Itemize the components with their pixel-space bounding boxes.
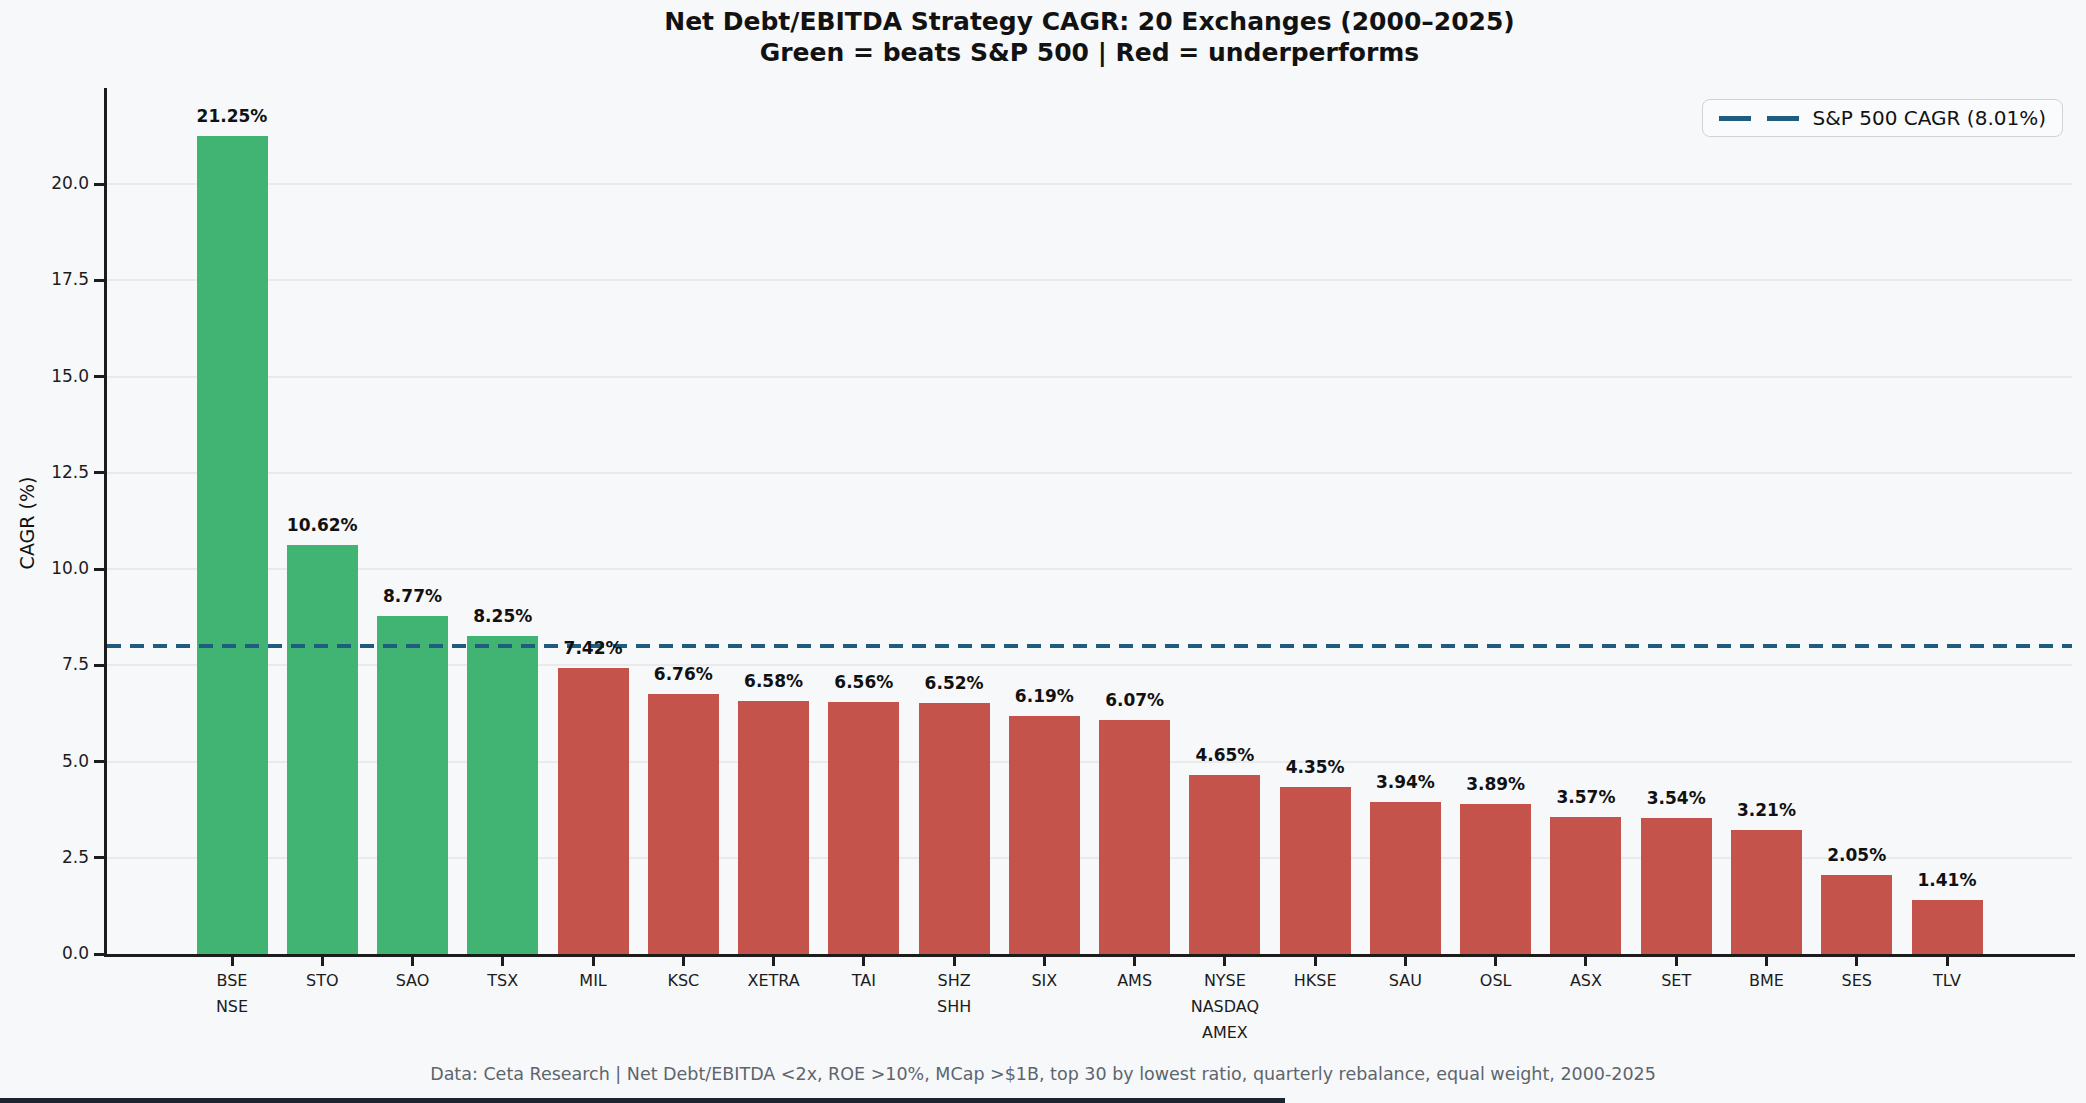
x-tick xyxy=(231,957,234,966)
chart-subtitle: Green = beats S&P 500 | Red = underperfo… xyxy=(107,37,2072,68)
x-tick xyxy=(953,957,956,966)
gridline xyxy=(107,376,2072,378)
x-tick xyxy=(592,957,595,966)
bar-value-label: 6.07% xyxy=(1070,690,1200,710)
y-axis-label: CAGR (%) xyxy=(16,423,40,623)
bar xyxy=(1912,900,1983,954)
gridline xyxy=(107,472,2072,474)
x-tick xyxy=(1765,957,1768,966)
bar xyxy=(197,136,268,954)
window-edge-strip xyxy=(0,1098,1285,1103)
x-axis-spine xyxy=(104,954,2075,957)
x-category-line: TLV xyxy=(1877,968,2017,994)
bar xyxy=(1370,802,1441,954)
y-tick-label: 2.5 xyxy=(25,847,89,867)
bar xyxy=(1280,787,1351,954)
x-tick xyxy=(1133,957,1136,966)
benchmark-refline xyxy=(107,644,2072,648)
y-tick xyxy=(94,664,104,667)
bar xyxy=(828,702,899,954)
bar-value-label: 1.41% xyxy=(1882,870,2012,890)
x-tick xyxy=(772,957,775,966)
y-tick xyxy=(94,856,104,859)
x-tick xyxy=(411,957,414,966)
bar xyxy=(1641,818,1712,954)
bar xyxy=(1009,716,1080,954)
x-tick xyxy=(682,957,685,966)
bar-value-label: 2.05% xyxy=(1792,845,1922,865)
x-category-line: AMEX xyxy=(1155,1020,1295,1046)
bar xyxy=(1460,804,1531,954)
x-tick xyxy=(1584,957,1587,966)
x-tick xyxy=(1223,957,1226,966)
chart-title: Net Debt/EBITDA Strategy CAGR: 20 Exchan… xyxy=(107,6,2072,37)
bar xyxy=(287,545,358,954)
y-tick-label: 5.0 xyxy=(25,751,89,771)
x-tick xyxy=(1494,957,1497,966)
x-category-line: NSE xyxy=(162,994,302,1020)
y-tick xyxy=(94,953,104,956)
y-tick-label: 15.0 xyxy=(25,366,89,386)
y-tick-label: 0.0 xyxy=(25,943,89,963)
x-tick xyxy=(1855,957,1858,966)
bar-value-label: 3.21% xyxy=(1701,800,1831,820)
x-tick xyxy=(1675,957,1678,966)
y-tick-label: 17.5 xyxy=(25,269,89,289)
bar-value-label: 10.62% xyxy=(257,515,387,535)
x-category-label: TLV xyxy=(1877,968,2017,994)
bar xyxy=(558,668,629,954)
title-block: Net Debt/EBITDA Strategy CAGR: 20 Exchan… xyxy=(107,6,2072,68)
x-tick xyxy=(1946,957,1949,966)
bar xyxy=(377,616,448,954)
y-tick-label: 20.0 xyxy=(25,173,89,193)
gridline xyxy=(107,183,2072,185)
gridline xyxy=(107,568,2072,570)
x-tick xyxy=(1043,957,1046,966)
y-tick-label: 10.0 xyxy=(25,558,89,578)
legend-label: S&P 500 CAGR (8.01%) xyxy=(1813,106,2046,130)
chart-figure: Net Debt/EBITDA Strategy CAGR: 20 Exchan… xyxy=(0,0,2086,1103)
y-tick xyxy=(94,568,104,571)
y-tick xyxy=(94,375,104,378)
plot-area: 21.25%BSENSE10.62%STO8.77%SAO8.25%TSX7.4… xyxy=(107,88,2072,954)
y-tick xyxy=(94,183,104,186)
footer-caption: Data: Ceta Research | Net Debt/EBITDA <2… xyxy=(0,1064,2086,1084)
bar xyxy=(1550,817,1621,954)
legend: S&P 500 CAGR (8.01%) xyxy=(1702,99,2063,137)
x-tick xyxy=(862,957,865,966)
x-category-line: NASDAQ xyxy=(1155,994,1295,1020)
x-tick xyxy=(1404,957,1407,966)
gridline xyxy=(107,279,2072,281)
bar xyxy=(738,701,809,954)
y-tick-label: 7.5 xyxy=(25,654,89,674)
y-tick-label: 12.5 xyxy=(25,462,89,482)
bar xyxy=(648,694,719,954)
bar-value-label: 8.77% xyxy=(348,586,478,606)
y-tick xyxy=(94,471,104,474)
x-category-line: SHH xyxy=(884,994,1024,1020)
dashed-line-icon xyxy=(1719,116,1799,121)
y-tick xyxy=(94,760,104,763)
x-tick xyxy=(501,957,504,966)
bar xyxy=(1189,775,1260,954)
x-tick xyxy=(321,957,324,966)
bar xyxy=(919,703,990,954)
bar-value-label: 8.25% xyxy=(438,606,568,626)
y-tick xyxy=(94,279,104,282)
y-axis-spine xyxy=(104,88,107,957)
bar xyxy=(467,636,538,954)
x-tick xyxy=(1314,957,1317,966)
bar-value-label: 7.42% xyxy=(528,638,658,658)
bar-value-label: 21.25% xyxy=(167,106,297,126)
